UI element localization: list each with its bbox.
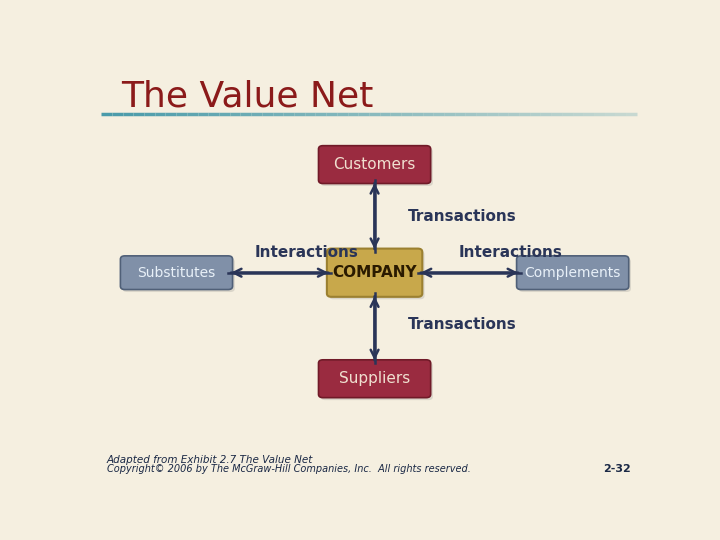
FancyBboxPatch shape xyxy=(327,248,423,297)
FancyBboxPatch shape xyxy=(122,258,235,292)
FancyBboxPatch shape xyxy=(329,251,425,299)
Text: Interactions: Interactions xyxy=(459,245,562,260)
Text: Complements: Complements xyxy=(524,266,621,280)
FancyBboxPatch shape xyxy=(318,146,431,184)
Text: Suppliers: Suppliers xyxy=(339,371,410,386)
Text: Customers: Customers xyxy=(333,157,415,172)
FancyBboxPatch shape xyxy=(120,256,233,289)
Text: Interactions: Interactions xyxy=(255,245,359,260)
FancyBboxPatch shape xyxy=(320,362,433,400)
Text: Adapted from Exhibit 2.7 The Value Net: Adapted from Exhibit 2.7 The Value Net xyxy=(107,455,313,465)
Text: The Value Net: The Value Net xyxy=(121,79,373,113)
Text: Transactions: Transactions xyxy=(408,209,517,224)
Text: Substitutes: Substitutes xyxy=(138,266,215,280)
FancyBboxPatch shape xyxy=(516,256,629,289)
FancyBboxPatch shape xyxy=(320,148,433,186)
Text: Transactions: Transactions xyxy=(408,317,517,332)
Text: COMPANY: COMPANY xyxy=(332,265,417,280)
Text: 2-32: 2-32 xyxy=(603,464,631,474)
Text: Copyright© 2006 by The McGraw-Hill Companies, Inc.  All rights reserved.: Copyright© 2006 by The McGraw-Hill Compa… xyxy=(107,464,471,474)
FancyBboxPatch shape xyxy=(318,360,431,397)
FancyBboxPatch shape xyxy=(519,258,631,292)
